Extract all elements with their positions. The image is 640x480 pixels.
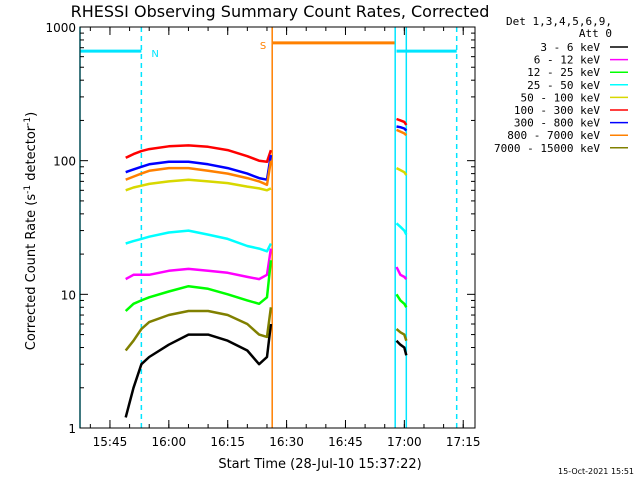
series-line-2-segment-1	[395, 293, 408, 308]
y-tick-label-3: 1000	[45, 21, 76, 35]
x-tick-label-6: 17:15	[446, 435, 481, 449]
y-axis-label: Corrected Count Rate (s-1 detector-1)	[23, 112, 39, 350]
series-line-8-segment-0	[124, 307, 273, 352]
plot-frame	[79, 26, 476, 429]
y-tick-label-1: 10	[61, 288, 76, 302]
y-axis-label-main: Corrected Count Rate (s	[24, 194, 39, 351]
y-axis-label-mid: detector	[24, 125, 39, 185]
series-line-7-segment-1	[396, 128, 408, 137]
legend-title-line-0: Det 1,3,4,5,6,9,	[506, 15, 612, 28]
chart-title: RHESSI Observing Summary Count Rates, Co…	[71, 2, 490, 21]
series-line-8-segment-1	[395, 328, 408, 342]
legend-label-3: 25 - 50 keV	[527, 79, 600, 92]
series-line-5-segment-0	[125, 144, 273, 164]
y-tick-label-0: 1	[68, 422, 76, 436]
legend-label-0: 3 - 6 keV	[540, 41, 600, 54]
legend-label-5: 100 - 300 keV	[514, 104, 600, 117]
series-line-2-segment-0	[124, 260, 273, 312]
legend-label-6: 300 - 800 keV	[514, 117, 600, 130]
series-line-3-segment-0	[125, 229, 273, 253]
series-line-7-segment-0	[125, 160, 273, 187]
x-tick-label-0: 15:45	[93, 435, 128, 449]
series-line-3-segment-1	[395, 222, 408, 236]
legend-label-1: 6 - 12 keV	[534, 54, 601, 67]
series-line-1-segment-1	[395, 266, 408, 280]
timestamp: 15-Oct-2021 15:51	[558, 467, 634, 476]
x-tick-label-5: 17:00	[387, 435, 422, 449]
x-tick-label-3: 16:30	[269, 435, 304, 449]
series-line-6-segment-0	[125, 154, 273, 181]
legend-label-2: 12 - 25 keV	[527, 66, 600, 79]
series-line-4-segment-1	[395, 166, 408, 176]
x-tick-label-4: 16:45	[328, 435, 363, 449]
series-line-0-segment-1	[395, 339, 408, 356]
x-tick-label-1: 16:00	[152, 435, 187, 449]
y-axis: 1 10 100 1000	[45, 21, 475, 436]
series-line-0-segment-0	[124, 323, 273, 418]
series-line-5-segment-1	[396, 117, 408, 126]
legend-label-8: 7000 - 15000 keV	[494, 142, 600, 155]
series-line-6-segment-1	[396, 125, 408, 132]
x-tick-label-2: 16:15	[210, 435, 245, 449]
legend-label-4: 50 - 100 keV	[521, 91, 601, 104]
flag-label-N: N	[151, 49, 158, 60]
legend-title-line-1: Att 0	[579, 27, 612, 40]
y-axis-label-sup1: -1	[23, 185, 33, 194]
x-axis: 15:45 16:00 16:15 16:30 16:45 17:00 17:15	[89, 27, 481, 449]
y-axis-label-sup2: -1	[23, 117, 33, 126]
legend-label-7: 800 - 7000 keV	[507, 129, 600, 142]
x-axis-label: Start Time (28-Jul-10 15:37:22)	[218, 457, 421, 472]
series-line-1-segment-0	[125, 248, 273, 281]
series-line-4-segment-0	[125, 178, 272, 192]
plot-area: NS	[79, 27, 458, 428]
y-axis-label-end: )	[24, 112, 39, 117]
y-tick-label-2: 100	[53, 155, 76, 169]
flag-label-S: S	[260, 41, 266, 52]
